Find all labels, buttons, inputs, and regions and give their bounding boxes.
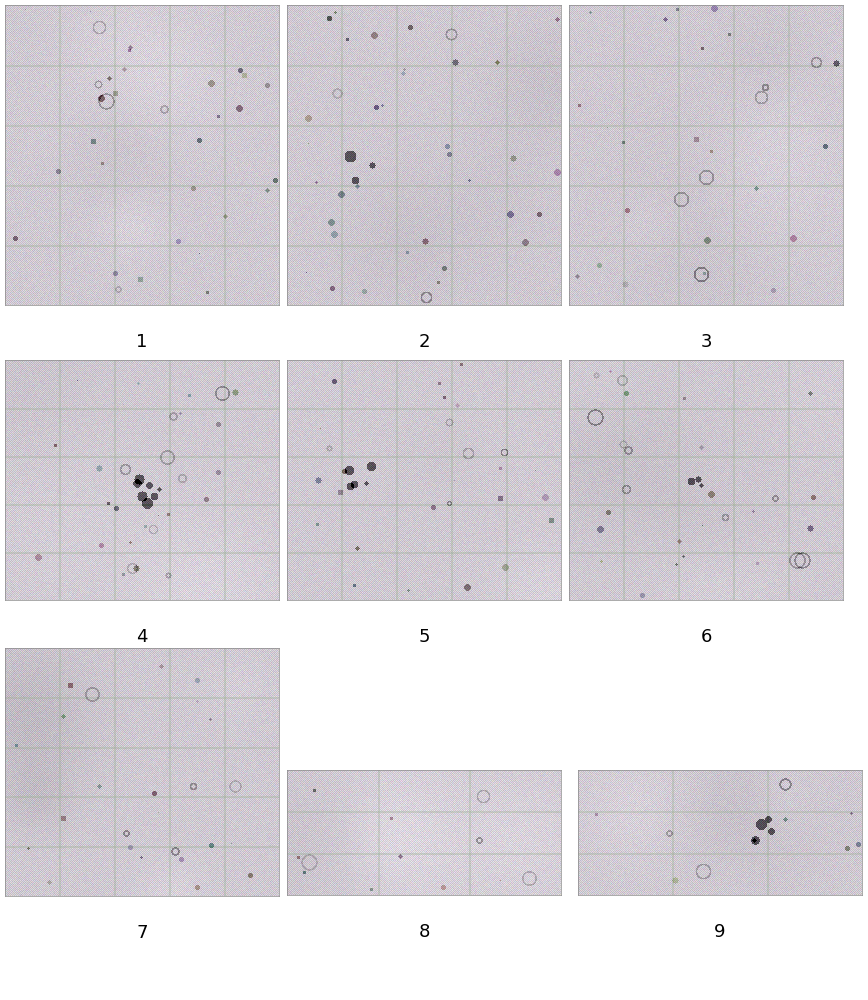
Text: 1: 1 [136, 333, 148, 351]
Text: 5: 5 [418, 628, 430, 646]
Text: 3: 3 [700, 333, 712, 351]
Text: 7: 7 [136, 924, 148, 942]
Text: 4: 4 [136, 628, 148, 646]
Text: 9: 9 [714, 923, 726, 941]
Text: 6: 6 [700, 628, 712, 646]
Text: 2: 2 [418, 333, 430, 351]
Text: 8: 8 [418, 923, 430, 941]
